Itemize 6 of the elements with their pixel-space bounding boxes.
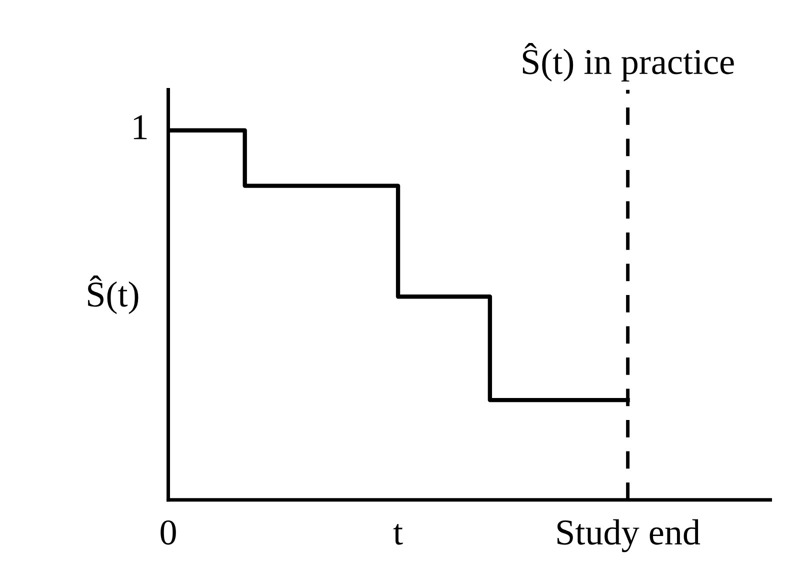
ref-line-label: Ŝ(t) in practice xyxy=(522,42,734,82)
x-tick-label: Study end xyxy=(557,519,700,552)
annotation: 1 xyxy=(134,115,147,140)
x-tick-label: 0 xyxy=(160,520,176,545)
x-tick-label: t xyxy=(393,524,403,545)
y-axis-title: Ŝ(t) xyxy=(88,275,138,314)
